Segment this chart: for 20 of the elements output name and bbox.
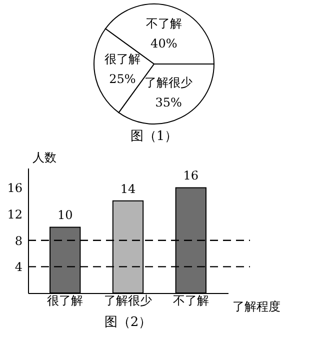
y-tick-label: 12 xyxy=(7,208,22,222)
x-tick-label: 不了解 xyxy=(172,294,209,308)
y-tick-label: 16 xyxy=(7,181,22,196)
y-tick-label: 4 xyxy=(14,260,23,274)
data-label: 14 xyxy=(120,182,136,196)
slice-label: 不了解 xyxy=(146,16,182,31)
data-label: 10 xyxy=(57,208,73,222)
data-label: 35% xyxy=(155,96,182,110)
data-label: 40% xyxy=(150,36,178,51)
y-tick-label: 8 xyxy=(14,234,22,248)
data-label: 25% xyxy=(109,72,136,86)
y-axis-title: 人数 xyxy=(32,150,56,164)
text: 图（1） xyxy=(130,129,178,144)
x-tick-label: 很了解 xyxy=(47,294,84,308)
x-axis-title: 了解程度 xyxy=(232,300,280,314)
data-label: 16 xyxy=(183,168,199,183)
slice-label: 了解很少 xyxy=(144,76,193,90)
x-tick-label: 了解很少 xyxy=(104,294,152,308)
text: 图（2） xyxy=(104,315,152,330)
slice-label: 很了解 xyxy=(104,52,140,66)
